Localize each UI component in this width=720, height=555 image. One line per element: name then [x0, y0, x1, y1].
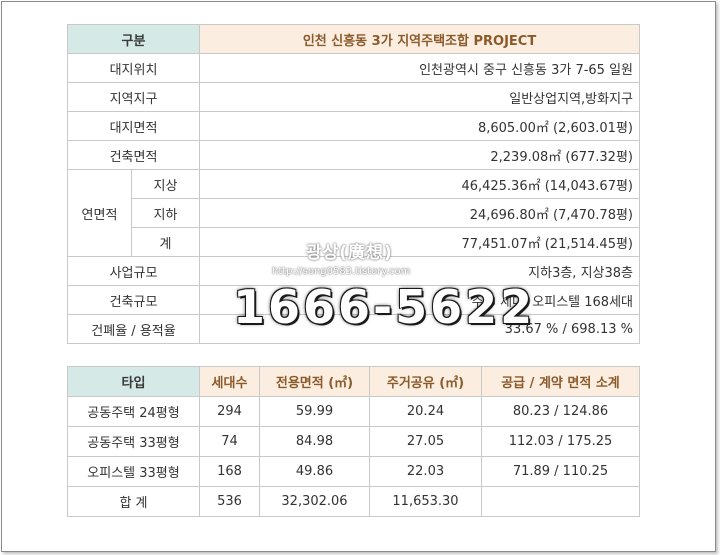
- row-value: 8,605.00㎡ (2,603.01평): [199, 111, 640, 141]
- column-header: 타입: [67, 366, 200, 397]
- column-header: 주거공유 (㎡): [369, 366, 482, 397]
- table-row: 지역지구 일반상업지역,방화지구: [66, 82, 640, 112]
- table-cell: 공동주택 24평형: [67, 396, 200, 427]
- table-cell: 112.03 / 175.25: [481, 426, 640, 457]
- summary-header-row: 구분 인천 신흥동 3가 지역주택조합 PROJECT: [66, 24, 640, 54]
- table-row: 계 77,451.07㎡ (21,514.45평): [68, 227, 640, 257]
- row-label: 연면적: [67, 169, 132, 257]
- column-header: 전용면적 (㎡): [259, 366, 370, 397]
- column-header: 세대수: [199, 366, 260, 397]
- column-header: 공급 / 계약 면적 소계: [481, 366, 640, 397]
- row-value: 46,425.36㎡ (14,043.67평): [199, 169, 640, 199]
- sub-label: 지하: [130, 198, 201, 228]
- table-row: 건폐율 / 용적율 33.67 % / 698.13 %: [66, 314, 640, 344]
- table-cell: 536: [199, 486, 260, 517]
- sub-label: 지상: [130, 169, 201, 199]
- table-cell: 합 계: [67, 486, 200, 517]
- table-cell: [481, 486, 640, 517]
- row-value: 일반상업지역,방화지구: [199, 82, 640, 112]
- phone-number-overlay: 1666-5622: [233, 280, 536, 334]
- table-row: 오피스텔 33평형 168 49.86 22.03 71.89 / 110.25: [67, 456, 640, 487]
- row-label: 건축면적: [66, 140, 201, 170]
- row-value: 77,451.07㎡ (21,514.45평): [199, 227, 640, 257]
- table-cell: 71.89 / 110.25: [481, 456, 640, 487]
- table-row: 연면적 지상 46,425.36㎡ (14,043.67평): [67, 169, 640, 257]
- sub-label: 계: [130, 227, 201, 257]
- table-cell: 59.99: [259, 396, 370, 427]
- table-cell: 32,302.06: [259, 486, 370, 517]
- table-row: 공동주택 24평형 294 59.99 20.24 80.23 / 124.86: [67, 396, 640, 427]
- table-row: 건축규모 주 3 세대, 오피스텔 168세대: [66, 285, 640, 315]
- table-row: 대지위치 인천광역시 중구 신흥동 3가 7-65 일원: [66, 53, 640, 83]
- watermark-name: 광상(廣想): [306, 243, 393, 263]
- unit-type-table: 타입 세대수 전용면적 (㎡) 주거공유 (㎡) 공급 / 계약 면적 소계 공…: [67, 366, 640, 517]
- header-label: 구분: [66, 24, 201, 54]
- table-row: 공동주택 33평형 74 84.98 27.05 112.03 / 175.25: [67, 426, 640, 457]
- row-label: 사업규모: [66, 256, 201, 286]
- table-cell: 84.98: [259, 426, 370, 457]
- row-value: 인천광역시 중구 신흥동 3가 7-65 일원: [199, 53, 640, 83]
- row-value: 33.67 % / 698.13 %: [199, 314, 640, 344]
- table-cell: 11,653.30: [369, 486, 482, 517]
- table-cell: 공동주택 33평형: [67, 426, 200, 457]
- table-cell: 20.24: [369, 396, 482, 427]
- total-row: 합 계 536 32,302.06 11,653.30: [67, 486, 640, 517]
- table-cell: 22.03: [369, 456, 482, 487]
- table-row: 대지면적 8,605.00㎡ (2,603.01평): [66, 111, 640, 141]
- table-row: 지하 24,696.80㎡ (7,470.78평): [68, 198, 640, 228]
- row-value: 지하3층, 지상38층: [199, 256, 640, 286]
- row-label: 건폐율 / 용적율: [66, 314, 201, 344]
- row-label: 지역지구: [66, 82, 201, 112]
- row-value: 주 3 세대, 오피스텔 168세대: [199, 285, 640, 315]
- table-row: 건축면적 2,239.08㎡ (677.32평): [66, 140, 640, 170]
- table-cell: 74: [199, 426, 260, 457]
- row-value: 24,696.80㎡ (7,470.78평): [199, 198, 640, 228]
- project-summary-table: 구분 인천 신흥동 3가 지역주택조합 PROJECT 대지위치 인천광역시 중…: [66, 24, 640, 344]
- table-cell: 오피스텔 33평형: [67, 456, 200, 487]
- header-title: 인천 신흥동 3가 지역주택조합 PROJECT: [199, 24, 640, 54]
- row-label: 건축규모: [66, 285, 201, 315]
- table-cell: 294: [199, 396, 260, 427]
- row-label: 대지면적: [66, 111, 201, 141]
- table-cell: 49.86: [259, 456, 370, 487]
- row-label: 대지위치: [66, 53, 201, 83]
- table-cell: 168: [199, 456, 260, 487]
- table-cell: 27.05: [369, 426, 482, 457]
- unit-header-row: 타입 세대수 전용면적 (㎡) 주거공유 (㎡) 공급 / 계약 면적 소계: [67, 366, 640, 397]
- watermark-url: http://song0583.tistory.com: [272, 266, 411, 277]
- table-row: 사업규모 지하3층, 지상38층: [66, 256, 640, 286]
- table-cell: 80.23 / 124.86: [481, 396, 640, 427]
- row-value: 2,239.08㎡ (677.32평): [199, 140, 640, 170]
